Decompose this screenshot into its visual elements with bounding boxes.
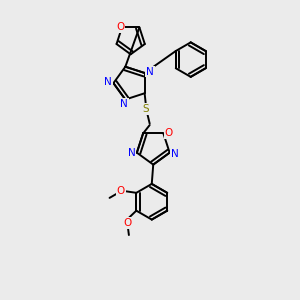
Text: N: N [128,148,135,158]
Text: O: O [165,128,173,138]
Text: N: N [171,149,179,159]
Text: O: O [116,22,124,32]
Text: S: S [143,104,149,114]
Text: N: N [104,76,112,87]
Text: N: N [120,99,128,109]
Text: O: O [123,218,131,228]
Text: O: O [117,186,125,196]
Text: N: N [146,67,154,76]
